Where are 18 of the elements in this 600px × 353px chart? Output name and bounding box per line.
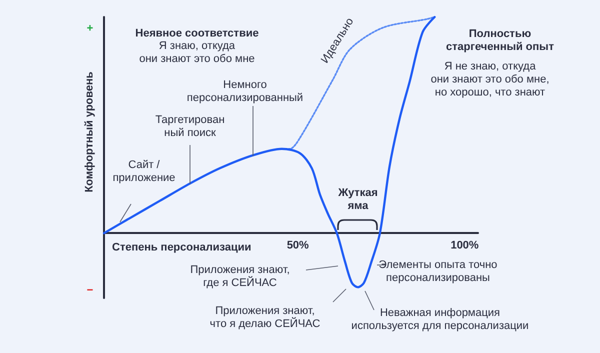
x-tick-label: 100% <box>450 240 479 253</box>
annotation: Элементы опыта точно персонализированы <box>378 259 498 285</box>
annotation: Сайт / приложение <box>112 159 176 185</box>
annotation: Я не знаю, откуда они знают это обо мне, но хорошо, что знают <box>430 60 550 100</box>
x-tick-label: 50% <box>286 240 309 253</box>
text: + <box>86 22 94 36</box>
y-axis-title: Комфортный уровень <box>84 72 96 192</box>
x-axis-title: Степень персонализации <box>112 242 252 254</box>
annotation: Приложения знают, где я СЕЙЧАС <box>190 264 290 290</box>
annotation: Таргетирован ный поиск <box>155 114 225 140</box>
annotation: Я знаю, откуда они знают это обо мне <box>139 40 255 66</box>
annotation: Полностью старгеченный опыт <box>446 28 554 54</box>
annotation: Жуткая яма <box>338 187 378 213</box>
annotation: Неявное соответствие <box>135 28 259 40</box>
text: Приложения знают, что я делаю СЕЙЧАС <box>210 305 320 331</box>
text: Неважная информация используется для персонализации <box>351 307 529 333</box>
text: − <box>86 284 94 298</box>
annotation: Немного персонализированный <box>186 79 304 105</box>
